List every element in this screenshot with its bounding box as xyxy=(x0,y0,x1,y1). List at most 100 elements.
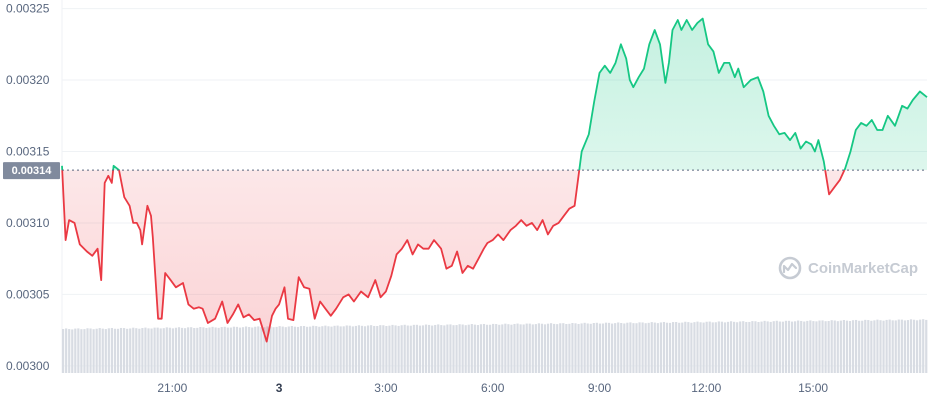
volume-bar xyxy=(65,328,68,373)
volume-bar xyxy=(312,325,315,373)
volume-bar xyxy=(174,327,178,373)
volume-bar xyxy=(397,325,400,373)
volume-bar xyxy=(62,329,65,373)
volume-bar xyxy=(479,324,483,373)
volume-bar xyxy=(589,323,592,373)
volume-bar xyxy=(187,327,190,373)
volume-bar xyxy=(647,322,650,373)
volume-bar xyxy=(235,326,239,373)
volume-bar xyxy=(388,325,391,373)
volume-bar xyxy=(251,327,254,373)
volume-bar xyxy=(867,320,870,373)
volume-bar xyxy=(269,326,272,373)
volume-bar xyxy=(138,328,141,373)
volume-bar xyxy=(614,323,617,373)
volume-bar xyxy=(818,320,821,373)
volume-bar xyxy=(809,320,812,373)
volume-bar xyxy=(922,319,925,373)
volume-bar xyxy=(516,323,519,373)
volume-bar xyxy=(806,320,809,373)
volume-bar xyxy=(80,329,83,373)
volume-bar xyxy=(650,322,653,373)
volume-bar xyxy=(604,322,608,373)
volume-bar xyxy=(751,321,754,373)
volume-bar xyxy=(284,327,287,373)
volume-bar xyxy=(107,328,110,373)
volume-bar xyxy=(214,327,217,373)
volume-bar xyxy=(458,324,461,373)
volume-bar xyxy=(184,328,187,373)
volume-bar xyxy=(684,321,687,373)
volume-bar xyxy=(208,327,211,373)
volume-bar xyxy=(248,327,251,373)
volume-bar xyxy=(833,320,836,373)
volume-bar xyxy=(513,323,516,373)
x-tick-label: 12:00 xyxy=(691,381,721,395)
volume-bar xyxy=(638,322,641,373)
volume-bar xyxy=(565,323,568,373)
volume-bar xyxy=(455,325,458,373)
volume-bar xyxy=(318,326,321,373)
volume-bar xyxy=(644,323,647,373)
volume-bar xyxy=(678,322,681,373)
volume-bar xyxy=(217,327,220,373)
x-tick-label: 21:00 xyxy=(157,381,187,395)
volume-bar xyxy=(574,323,577,373)
watermark: CoinMarketCap xyxy=(778,256,918,280)
volume-bar xyxy=(437,324,440,373)
volume-bar xyxy=(873,320,876,373)
volume-bar xyxy=(92,329,95,373)
volume-bar xyxy=(98,328,101,373)
volume-bar xyxy=(571,322,574,373)
volume-bar xyxy=(580,323,583,373)
volume-bar xyxy=(245,326,248,373)
volume-bar xyxy=(595,322,598,373)
volume-bar xyxy=(434,324,437,373)
y-tick-label: 0.00305 xyxy=(6,287,50,301)
volume-bar xyxy=(473,324,476,373)
volume-bar xyxy=(562,323,565,373)
volume-bar xyxy=(501,324,504,373)
volume-bar xyxy=(71,329,74,373)
volume-bar xyxy=(489,324,492,373)
volume-bar xyxy=(522,324,525,373)
x-tick-label: 15:00 xyxy=(798,381,828,395)
volume-bar xyxy=(550,323,553,373)
volume-bar xyxy=(409,325,412,373)
volume-bar xyxy=(546,323,550,373)
volume-bar xyxy=(705,321,708,373)
volume-bar xyxy=(363,326,367,373)
volume-bar xyxy=(330,326,333,373)
volume-bar xyxy=(394,325,397,373)
volume-bar xyxy=(83,329,86,373)
volume-bar xyxy=(129,328,132,373)
area-below-reference xyxy=(62,170,927,342)
volume-bar xyxy=(135,328,138,373)
volume-bar xyxy=(415,324,418,373)
volume-bar xyxy=(428,324,431,373)
volume-bar xyxy=(708,321,711,373)
volume-bar xyxy=(177,327,181,373)
volume-bar xyxy=(534,324,537,373)
reference-badge xyxy=(3,162,60,180)
volume-bar xyxy=(357,325,361,373)
volume-bar xyxy=(354,325,357,373)
volume-bar xyxy=(315,326,318,373)
volume-bar xyxy=(830,320,833,373)
volume-bar xyxy=(113,328,117,373)
volume-bar xyxy=(797,320,800,373)
volume-bar xyxy=(403,324,406,373)
volume-bar xyxy=(101,328,104,373)
volume-bar xyxy=(492,323,495,373)
volume-bar xyxy=(586,323,589,373)
volume-bar xyxy=(446,324,449,373)
volume-bar xyxy=(739,321,742,373)
volume-bar xyxy=(302,326,306,373)
volume-bar xyxy=(180,327,184,373)
volume-bar xyxy=(159,328,162,373)
volume-bar xyxy=(336,325,339,373)
volume-bar xyxy=(470,324,473,373)
volume-bar xyxy=(345,325,348,373)
volume-bar xyxy=(653,322,656,373)
